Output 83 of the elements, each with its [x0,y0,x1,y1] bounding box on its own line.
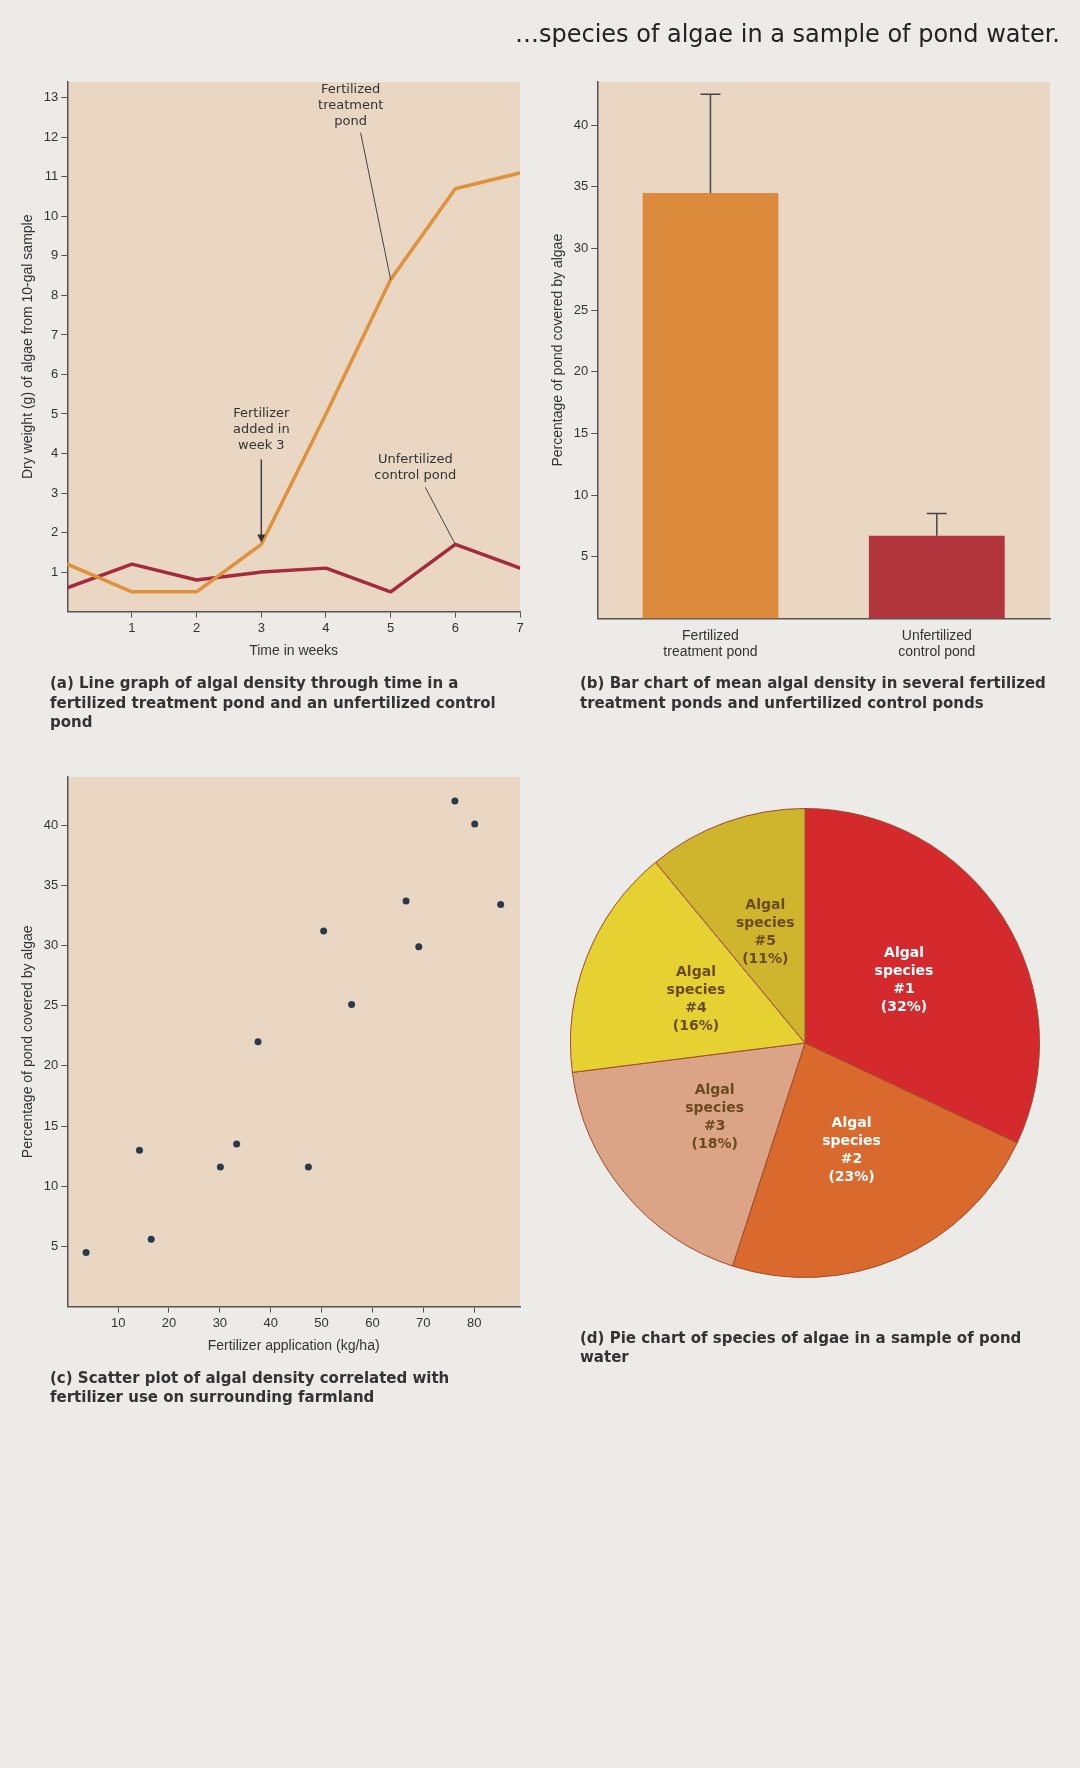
x-tick-label: 30 [212,1314,228,1330]
y-tick-label: 40 [43,816,59,832]
y-tick-label: 3 [51,484,59,500]
y-tick-label: 20 [43,1056,59,1072]
data-label: (11%) [742,949,789,966]
y-tick-label: 15 [43,1117,59,1133]
slice-label: Algal species #5 [735,895,795,948]
x-tick-label: 7 [516,619,524,635]
point [320,927,328,935]
y-tick-label: 9 [51,247,59,263]
slice-label: Algal species #3 [685,1080,745,1133]
y-tick-label: 4 [51,445,59,461]
x-tick-label: 4 [322,619,330,635]
y-tick-label: 7 [51,326,59,342]
y-axis-title: Percentage of pond covered by algae [19,924,36,1158]
y-tick-label: 10 [573,486,589,502]
y-tick-label: 35 [43,876,59,892]
y-tick-label: 12 [43,128,59,144]
y-tick-label: 40 [573,116,589,132]
point [497,900,505,908]
text: Fertilized treatment pond [318,80,384,128]
point [415,942,423,950]
x-tick-label: 20 [161,1314,177,1330]
x-tick-label: 3 [257,619,265,635]
y-tick-label: 11 [44,168,59,184]
y-tick-label: 25 [43,996,59,1012]
y-tick-label: 5 [51,1237,59,1253]
y-tick-label: 30 [43,936,59,952]
point [136,1146,143,1154]
x-tick-label: Fertilized treatment pond [663,626,758,660]
data-label: (16%) [672,1016,720,1033]
data-label: (32%) [880,997,928,1014]
y-axis-title: Percentage of pond covered by algae [549,233,566,467]
y-tick-label: 5 [51,405,59,421]
x-tick-label: 60 [365,1314,380,1330]
y-tick-label: 10 [43,207,59,223]
x-tick-label: 1 [128,619,136,635]
point [471,819,479,827]
x-tick-label: 10 [110,1314,126,1330]
text: Unfertilized control pond [374,451,457,483]
x-tick-label: 70 [416,1314,431,1330]
point [304,1162,312,1170]
y-tick-label: 6 [51,366,59,382]
slice-label: Algal species #2 [822,1113,881,1166]
point [451,797,459,805]
point [82,1248,90,1256]
point [216,1162,224,1170]
y-tick-label: 35 [573,178,589,194]
x-tick-label: Unfertilized control pond [898,626,976,660]
point [254,1037,262,1045]
annotation: Fertilizer added in week 3 [232,405,291,453]
x-axis-title: Fertilizer application (kg/ha) [207,1336,380,1353]
slice-label: Algal species #4 [666,962,726,1015]
text: (b) Bar chart of mean algal density in several fertilized treatment ponds and unfertilized control ponds [579,673,1047,713]
y-tick-label: 20 [573,363,589,379]
y-axis-title: Dry weight (g) of algae from 10-gal sample [19,214,36,480]
text: …species of algae in a sample of pond water. [513,19,1061,50]
point [348,1000,356,1008]
y-tick-label: 2 [51,524,59,540]
text: (d) Pie chart of species of algae in a sample of pond water [579,1327,1023,1368]
y-tick-label: 5 [581,548,589,564]
x-tick-label: 6 [451,619,459,635]
point [147,1235,155,1243]
data-label: (18%) [691,1134,738,1151]
y-tick-label: 1 [51,563,59,579]
y-tick-label: 8 [51,287,59,302]
y-tick-label: 10 [43,1177,59,1193]
text: (c) Scatter plot of algal density correlated with fertilizer use on surrounding farmland [49,1367,451,1408]
x-tick-label: 2 [193,619,201,635]
y-tick-label: 30 [573,240,589,256]
point [402,896,410,904]
point [233,1140,241,1148]
x-tick-label: 5 [387,619,395,635]
x-tick-label: 80 [466,1314,482,1330]
data-label: (23%) [828,1167,875,1184]
x-axis-title: Time in weeks [249,642,339,659]
y-tick-label: 25 [573,301,589,317]
x-tick-label: 40 [263,1314,278,1330]
y-tick-label: 15 [573,425,589,441]
slice-label: Algal species #1 [874,943,934,996]
x-tick-label: 50 [314,1314,329,1330]
y-tick-label: 13 [43,89,59,105]
text: (a) Line graph of algal density through time in a fertilized treatment pond and an unfertilized control pond [49,673,497,733]
